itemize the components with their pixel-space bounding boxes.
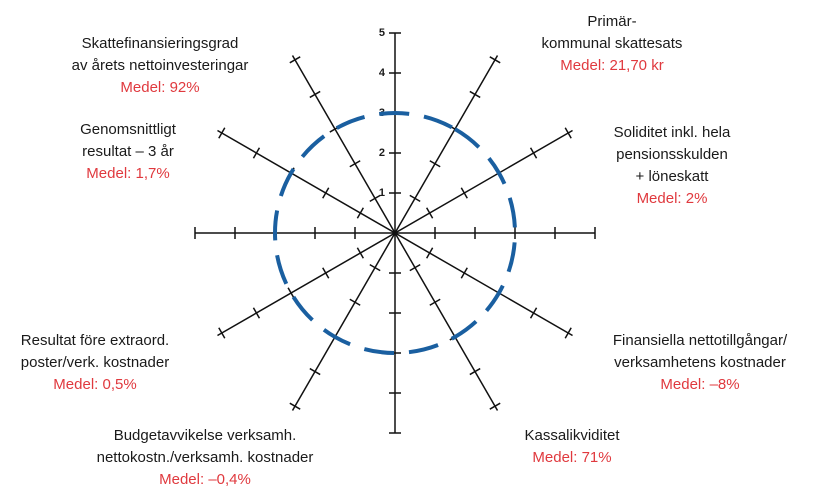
axis-mean: Medel: –8%	[660, 376, 739, 393]
axis-mean: Medel: 2%	[637, 190, 708, 207]
tick-mark	[356, 247, 365, 259]
tick-mark	[369, 194, 381, 203]
axis-label: av årets nettoinvesteringar	[72, 57, 249, 74]
tick-mark	[489, 402, 501, 410]
axis-label: Finansiella nettotillgångar/	[613, 332, 788, 349]
tick-mark	[469, 90, 481, 99]
tick-mark	[460, 267, 468, 279]
axis-label: Kassalikviditet	[524, 427, 620, 444]
r-tick-label: 4	[379, 67, 386, 79]
axis-mean: Medel: 21,70 kr	[560, 57, 663, 74]
axis-label: pensionsskulden	[616, 146, 728, 163]
axis-label: Resultat före extraord.	[21, 332, 169, 349]
axis-mean: Medel: –0,4%	[159, 471, 251, 487]
tick-mark	[425, 207, 434, 219]
axis-mean: Medel: 1,7%	[86, 165, 169, 182]
axis-mean: Medel: 0,5%	[53, 376, 136, 393]
tick-mark	[252, 147, 261, 159]
tick-mark	[252, 307, 261, 319]
tick-mark	[489, 56, 501, 64]
tick-mark	[460, 187, 468, 199]
tick-mark	[289, 56, 301, 64]
tick-mark	[369, 263, 381, 272]
tick-mark	[287, 287, 295, 299]
axis-label: nettokostn./verksamh. kostnader	[97, 449, 314, 466]
tick-mark	[564, 327, 572, 339]
tick-mark	[529, 307, 538, 319]
tick-mark	[356, 207, 365, 219]
tick-mark	[409, 263, 421, 272]
tick-mark	[529, 147, 538, 159]
tick-mark	[349, 298, 361, 306]
tick-mark	[309, 90, 321, 99]
axis-line	[217, 129, 573, 337]
axis-label: poster/verk. kostnader	[21, 354, 169, 371]
axis-label: resultat – 3 år	[82, 143, 174, 160]
r-tick-label: 2	[379, 147, 385, 159]
axis-label: Soliditet inkl. hela	[614, 124, 731, 141]
axis-mean: Medel: 71%	[532, 449, 611, 466]
axis-label: Skattefinansieringsgrad	[82, 35, 239, 52]
tick-mark	[425, 247, 434, 259]
r-tick-label: 1	[379, 187, 385, 199]
tick-mark	[564, 127, 572, 139]
tick-mark	[218, 127, 226, 139]
tick-mark	[429, 160, 441, 168]
axis-mean: Medel: 92%	[120, 79, 199, 96]
r-tick-label: 5	[379, 27, 385, 39]
tick-mark	[322, 267, 330, 279]
tick-mark	[309, 367, 321, 376]
value-ring	[273, 111, 517, 355]
tick-mark	[289, 402, 301, 410]
axis-label: verksamhetens kostnader	[614, 354, 786, 371]
tick-mark	[469, 367, 481, 376]
axis-label: kommunal skattesats	[542, 35, 683, 52]
tick-mark	[218, 327, 226, 339]
tick-mark	[429, 298, 441, 306]
axis-label: Primär-	[587, 13, 636, 30]
axis-label: Genomsnittligt	[80, 121, 177, 138]
tick-mark	[322, 187, 330, 199]
tick-mark	[409, 194, 421, 203]
axis-label: + löneskatt	[636, 168, 710, 185]
tick-mark	[349, 160, 361, 168]
axis-label: Budgetavvikelse verksamh.	[114, 427, 297, 444]
